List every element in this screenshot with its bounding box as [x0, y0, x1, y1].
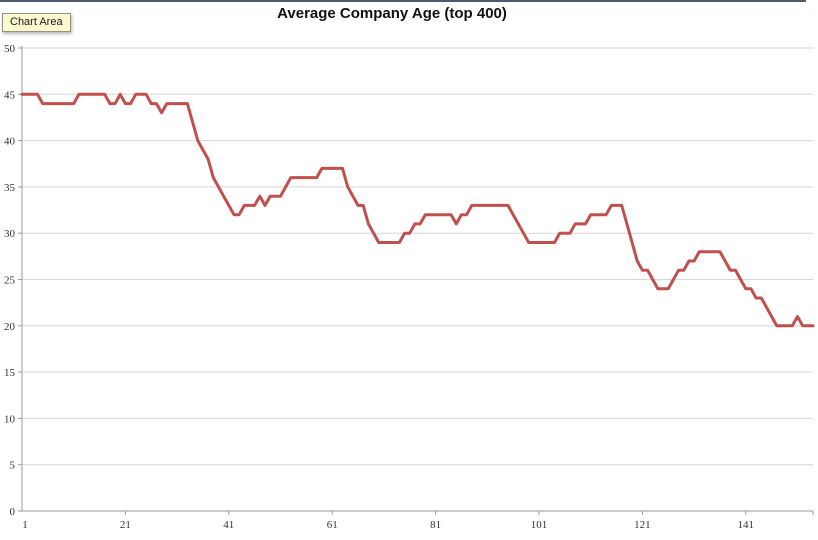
y-tick-label: 5 — [10, 460, 16, 472]
y-tick-label: 0 — [10, 506, 16, 518]
y-tick-label: 25 — [4, 275, 16, 287]
y-tick-label: 10 — [4, 413, 16, 425]
x-tick-label: 101 — [531, 519, 548, 531]
x-tick-label: 1 — [22, 519, 28, 531]
y-tick-label: 30 — [4, 228, 16, 240]
x-tick-label: 21 — [120, 519, 131, 531]
window-top-edge — [0, 0, 806, 2]
x-tick-label: 61 — [327, 519, 338, 531]
x-tick-label: 141 — [738, 519, 755, 531]
y-tick-label: 35 — [4, 182, 16, 194]
y-tick-label: 20 — [4, 321, 16, 333]
y-tick-label: 45 — [4, 89, 16, 101]
y-tick-label: 50 — [4, 43, 16, 55]
series-line — [20, 92, 815, 328]
x-tick-label: 121 — [634, 519, 651, 531]
x-tick-label: 81 — [430, 519, 441, 531]
chart-title[interactable]: Average Company Age (top 400) — [277, 5, 507, 22]
x-tick-label: 41 — [223, 519, 234, 531]
y-tick-label: 15 — [4, 367, 16, 379]
y-tick-label: 40 — [4, 136, 16, 148]
chart-area-tooltip: Chart Area — [2, 13, 71, 32]
